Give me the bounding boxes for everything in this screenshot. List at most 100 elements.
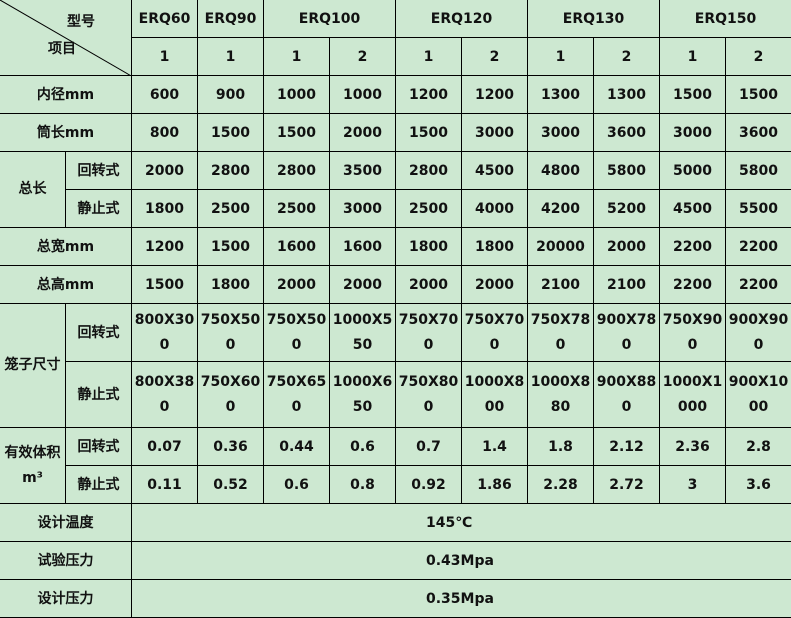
value-cell: 20000 xyxy=(528,228,594,266)
spanning-value-cell: 0.35Mpa xyxy=(132,580,791,618)
value-cell: 900 xyxy=(198,76,264,114)
value-cell: 1300 xyxy=(594,76,660,114)
value-cell: 0.44 xyxy=(264,428,330,466)
value-cell: 3000 xyxy=(330,190,396,228)
value-cell: 1000X650 xyxy=(330,362,396,428)
value-cell: 2.8 xyxy=(726,428,791,466)
model-header: ERQ130 xyxy=(528,0,660,38)
value-cell: 4500 xyxy=(462,152,528,190)
value-cell: 2.72 xyxy=(594,466,660,504)
value-cell: 1600 xyxy=(264,228,330,266)
value-cell: 1000X880 xyxy=(528,362,594,428)
value-cell: 3000 xyxy=(528,114,594,152)
value-cell: 1800 xyxy=(132,190,198,228)
value-cell: 1000 xyxy=(330,76,396,114)
variant-header: 1 xyxy=(528,38,594,76)
value-cell: 900X900 xyxy=(726,304,791,362)
value-cell: 900X1000 xyxy=(726,362,791,428)
value-cell: 900X880 xyxy=(594,362,660,428)
variant-header: 1 xyxy=(198,38,264,76)
variant-header: 1 xyxy=(660,38,726,76)
value-cell: 2000 xyxy=(330,114,396,152)
row-label: 设计温度 xyxy=(0,504,132,542)
sub-label: 静止式 xyxy=(66,362,132,428)
value-cell: 2800 xyxy=(396,152,462,190)
value-cell: 3 xyxy=(660,466,726,504)
value-cell: 900X780 xyxy=(594,304,660,362)
value-cell: 2.12 xyxy=(594,428,660,466)
value-cell: 1800 xyxy=(462,228,528,266)
value-cell: 3000 xyxy=(462,114,528,152)
sub-label: 静止式 xyxy=(66,190,132,228)
value-cell: 600 xyxy=(132,76,198,114)
value-cell: 2500 xyxy=(264,190,330,228)
value-cell: 1200 xyxy=(132,228,198,266)
variant-header: 2 xyxy=(462,38,528,76)
sub-label: 回转式 xyxy=(66,152,132,190)
value-cell: 1.86 xyxy=(462,466,528,504)
value-cell: 0.11 xyxy=(132,466,198,504)
sub-label: 静止式 xyxy=(66,466,132,504)
model-header: ERQ100 xyxy=(264,0,396,38)
value-cell: 3500 xyxy=(330,152,396,190)
value-cell: 2200 xyxy=(726,266,791,304)
row-label: 试验压力 xyxy=(0,542,132,580)
model-header: ERQ120 xyxy=(396,0,528,38)
row-label: 筒长mm xyxy=(0,114,132,152)
value-cell: 2100 xyxy=(528,266,594,304)
value-cell: 800 xyxy=(132,114,198,152)
value-cell: 1500 xyxy=(264,114,330,152)
value-cell: 5000 xyxy=(660,152,726,190)
value-cell: 2.28 xyxy=(528,466,594,504)
value-cell: 1500 xyxy=(726,76,791,114)
row-label: 总高mm xyxy=(0,266,132,304)
value-cell: 2800 xyxy=(264,152,330,190)
value-cell: 1000X800 xyxy=(462,362,528,428)
value-cell: 1300 xyxy=(528,76,594,114)
value-cell: 2200 xyxy=(726,228,791,266)
corner-label-model: 型号 xyxy=(67,10,95,34)
value-cell: 1500 xyxy=(396,114,462,152)
value-cell: 3.6 xyxy=(726,466,791,504)
model-header: ERQ90 xyxy=(198,0,264,38)
value-cell: 5200 xyxy=(594,190,660,228)
value-cell: 1.4 xyxy=(462,428,528,466)
variant-header: 2 xyxy=(726,38,791,76)
value-cell: 2000 xyxy=(462,266,528,304)
value-cell: 2000 xyxy=(330,266,396,304)
value-cell: 4500 xyxy=(660,190,726,228)
value-cell: 2200 xyxy=(660,266,726,304)
value-cell: 2800 xyxy=(198,152,264,190)
value-cell: 0.52 xyxy=(198,466,264,504)
value-cell: 1600 xyxy=(330,228,396,266)
value-cell: 0.07 xyxy=(132,428,198,466)
value-cell: 750X700 xyxy=(396,304,462,362)
sub-label: 回转式 xyxy=(66,304,132,362)
value-cell: 5800 xyxy=(594,152,660,190)
row-label: 总宽mm xyxy=(0,228,132,266)
value-cell: 1500 xyxy=(132,266,198,304)
variant-header: 1 xyxy=(396,38,462,76)
value-cell: 750X650 xyxy=(264,362,330,428)
value-cell: 1800 xyxy=(396,228,462,266)
group-label: 有效体积m³ xyxy=(0,428,66,504)
value-cell: 0.8 xyxy=(330,466,396,504)
group-label: 总长 xyxy=(0,152,66,228)
value-cell: 2000 xyxy=(396,266,462,304)
value-cell: 4000 xyxy=(462,190,528,228)
value-cell: 0.6 xyxy=(330,428,396,466)
model-header: ERQ60 xyxy=(132,0,198,38)
value-cell: 4200 xyxy=(528,190,594,228)
value-cell: 2100 xyxy=(594,266,660,304)
value-cell: 3600 xyxy=(594,114,660,152)
value-cell: 3600 xyxy=(726,114,791,152)
